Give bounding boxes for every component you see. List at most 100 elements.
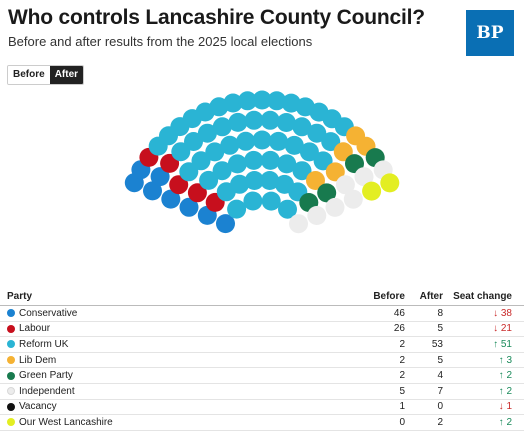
change-value: 38	[500, 307, 512, 319]
seat-dot	[325, 197, 345, 217]
seat-dot	[362, 181, 382, 201]
party-cell: Labour	[0, 323, 350, 334]
party-cell: Our West Lancashire	[0, 417, 350, 428]
seat-dot	[325, 162, 345, 182]
after-cell: 5	[437, 354, 443, 366]
seat-dot	[307, 123, 327, 143]
seat-dot	[179, 162, 199, 182]
seat-dot	[171, 142, 191, 162]
change-cell: ↑ 51	[443, 339, 512, 350]
change-value: 2	[506, 385, 512, 397]
change-arrow: ↑	[493, 338, 499, 350]
party-cell: Vacancy	[0, 401, 350, 412]
party-color-dot	[7, 387, 15, 396]
seat-dot	[243, 191, 263, 211]
seat-dot	[267, 91, 287, 111]
after-cell: 53	[431, 338, 443, 350]
bp-logo: BP	[466, 10, 514, 56]
party-cell: Lib Dem	[0, 355, 350, 366]
seat-dot	[276, 113, 296, 132]
before-toggle-button[interactable]: Before	[8, 66, 50, 84]
before-cell: 46	[393, 307, 405, 319]
after-cell: 8	[437, 307, 443, 319]
table-row: Independent 5 7 ↑ 2	[0, 384, 524, 400]
change-value: 3	[506, 354, 512, 366]
seat-dot	[260, 171, 280, 190]
seat-dot	[238, 91, 257, 111]
change-arrow: ↓	[493, 307, 499, 319]
before-column-header: Before	[373, 291, 405, 302]
seat-dot	[199, 170, 219, 190]
after-toggle-button[interactable]: After	[49, 66, 84, 84]
before-cell: 2	[399, 354, 405, 366]
change-cell: ↑ 2	[443, 386, 512, 397]
seat-dot	[205, 142, 225, 162]
table-row: Reform UK 2 53 ↑ 51	[0, 337, 524, 353]
seat-dot	[169, 175, 189, 195]
page-subtitle: Before and after results from the 2025 l…	[8, 34, 313, 49]
seat-dot	[227, 199, 247, 219]
page-title: Who controls Lancashire County Council?	[8, 6, 425, 29]
seat-dot	[223, 93, 243, 113]
party-color-dot	[7, 324, 15, 333]
after-cell: 2	[437, 416, 443, 428]
after-cell: 7	[437, 385, 443, 397]
party-name: Green Party	[19, 370, 73, 382]
change-value: 2	[506, 416, 512, 428]
party-color-dot	[7, 340, 15, 349]
party-cell: Reform UK	[0, 339, 350, 350]
change-cell: ↑ 2	[443, 417, 512, 428]
change-cell: ↓ 21	[443, 323, 512, 334]
seat-dot	[252, 130, 272, 150]
before-cell: 1	[399, 401, 405, 413]
seat-hemicycle-chart	[124, 90, 400, 234]
seat-dot	[261, 191, 281, 211]
party-name: Our West Lancashire	[19, 416, 113, 428]
before-cell: 0	[399, 416, 405, 428]
change-cell: ↑ 2	[443, 370, 512, 381]
seat-dot	[354, 167, 374, 187]
change-arrow: ↓	[493, 323, 499, 335]
change-arrow: ↓	[498, 401, 504, 413]
seat-dot	[307, 206, 327, 225]
change-arrow: ↑	[498, 354, 504, 366]
change-cell: ↓ 38	[443, 308, 512, 319]
seat-dot	[260, 150, 280, 170]
table-row: Labour 26 5 ↓ 21	[0, 322, 524, 338]
party-color-dot	[7, 371, 15, 380]
table-row: Lib Dem 2 5 ↑ 3	[0, 353, 524, 369]
seat-dot	[197, 123, 217, 143]
party-name: Vacancy	[19, 401, 57, 413]
seat-dot	[284, 135, 304, 155]
seat-dot	[278, 199, 297, 219]
seat-dot	[228, 112, 248, 132]
before-cell: 5	[399, 385, 405, 397]
seat-dot	[260, 110, 280, 130]
party-column-header: Party	[7, 291, 33, 302]
party-color-dot	[7, 402, 15, 411]
seat-dot	[179, 197, 199, 217]
party-cell: Green Party	[0, 370, 350, 381]
seat-dot	[212, 161, 232, 181]
party-name: Reform UK	[19, 338, 69, 350]
change-column-header: Seat change	[453, 291, 512, 302]
seat-dot	[313, 151, 333, 171]
table-header: Party Before After Seat change	[0, 288, 524, 306]
change-value: 2	[506, 370, 512, 382]
seat-dot	[150, 167, 170, 187]
party-color-dot	[7, 309, 15, 318]
seat-dot	[343, 189, 363, 209]
party-name: Conservative	[19, 307, 78, 319]
seat-dot	[143, 181, 162, 201]
party-cell: Conservative	[0, 308, 350, 319]
before-after-toggle: Before After	[7, 65, 85, 85]
table-row: Vacancy 1 0 ↓ 1	[0, 400, 524, 416]
party-name: Lib Dem	[19, 354, 57, 366]
seat-dot	[289, 214, 308, 234]
change-cell: ↑ 3	[443, 355, 512, 366]
table-row: Our West Lancashire 0 2 ↑ 2	[0, 415, 524, 431]
seat-dot	[292, 117, 312, 137]
seat-dot	[184, 132, 203, 151]
seat-dot	[230, 174, 250, 194]
seat-dot	[187, 183, 207, 203]
